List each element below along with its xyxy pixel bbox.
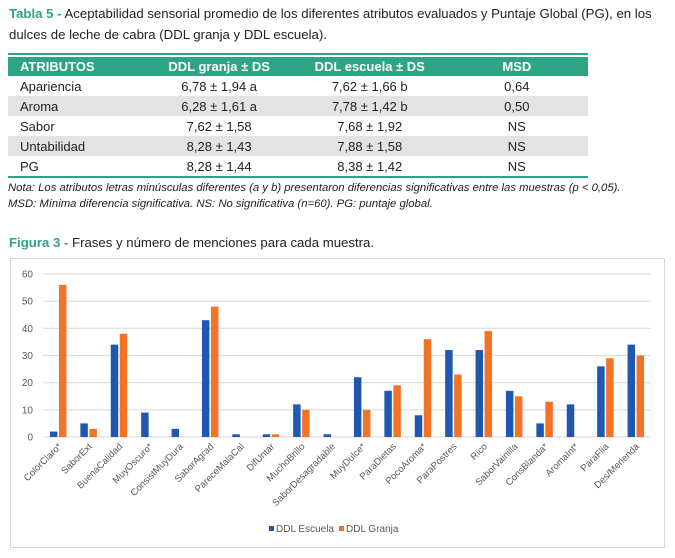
table-row: PG 8,28 ± 1,44 8,38 ± 1,42 NS xyxy=(8,156,588,176)
figure-caption-label: Figura 3 - xyxy=(9,235,69,250)
bar-escuela xyxy=(171,428,180,437)
bar-granja xyxy=(423,339,432,437)
bar-granja xyxy=(302,409,310,437)
bar-granja xyxy=(89,428,97,437)
bar-escuela xyxy=(627,344,636,437)
cell-granja: 8,28 ± 1,43 xyxy=(144,136,294,156)
bar-escuela xyxy=(353,377,362,437)
bar-escuela xyxy=(536,423,544,437)
table-bottom-rule xyxy=(8,176,588,178)
cell-escuela: 7,68 ± 1,92 xyxy=(337,118,403,134)
header-ddl-escuela: DDL escuela ± DS xyxy=(293,57,446,76)
y-tick-label: 10 xyxy=(22,405,34,416)
bar-escuela xyxy=(232,434,240,437)
bar-escuela xyxy=(141,412,149,437)
bar-granja xyxy=(362,409,371,437)
figure-caption: Figura 3 - Frases y número de menciones … xyxy=(9,232,669,253)
legend-swatch xyxy=(269,526,274,531)
x-tick-label: ConsistMuyDura xyxy=(128,441,186,499)
cell-msd: 0,64 xyxy=(504,78,530,94)
cell-granja: 6,28 ± 1,61 a xyxy=(144,96,294,116)
table-row: Untabilidad 8,28 ± 1,43 7,88 ± 1,58 NS xyxy=(8,136,588,156)
bar-escuela xyxy=(597,366,605,437)
x-axis-labels: ColorClaro*SaborExtBuenaCalidadMuyOscuro… xyxy=(22,441,643,509)
bar-granja xyxy=(119,333,128,437)
table-header-row: ATRIBUTOS DDL granja ± DS DDL escuela ± … xyxy=(8,57,588,76)
table-top-rule xyxy=(8,53,588,55)
legend-swatch xyxy=(339,526,344,531)
bar-escuela xyxy=(384,390,392,437)
legend-label: DDL Escuela xyxy=(276,524,334,535)
cell-attribute: PG xyxy=(20,158,39,174)
bar-escuela xyxy=(262,434,271,437)
y-tick-label: 50 xyxy=(22,297,34,308)
bar-granja xyxy=(271,434,280,437)
bar-granja xyxy=(58,284,67,437)
sensory-acceptability-table: ATRIBUTOS DDL granja ± DS DDL escuela ± … xyxy=(8,57,588,176)
cell-granja: 6,78 ± 1,94 a xyxy=(181,78,258,94)
bar-escuela xyxy=(201,320,210,437)
bar-escuela xyxy=(566,404,575,437)
bar-granja xyxy=(210,306,219,437)
table-caption-text: Aceptabilidad sensorial promedio de los … xyxy=(9,6,652,42)
bar-escuela xyxy=(80,423,88,437)
cell-attribute: Apariencia xyxy=(20,78,82,94)
y-tick-label: 20 xyxy=(22,378,34,389)
table-note-line-2: MSD: Mínima diferencia significativa. NS… xyxy=(8,198,433,210)
table-caption: Tabla 5 - Aceptabilidad sensorial promed… xyxy=(9,3,669,45)
cell-granja: 8,28 ± 1,44 xyxy=(186,158,252,174)
y-tick-label: 30 xyxy=(22,351,34,362)
y-tick-label: 60 xyxy=(22,270,34,281)
bar-granja xyxy=(514,396,523,437)
bar-escuela xyxy=(505,390,514,437)
header-attributes: ATRIBUTOS xyxy=(8,57,145,76)
cell-msd: NS xyxy=(445,136,588,156)
bar-escuela xyxy=(475,350,484,437)
bar-escuela xyxy=(445,350,453,437)
bar-escuela xyxy=(49,431,58,437)
y-tick-label: 40 xyxy=(22,324,34,335)
cell-attribute: Aroma xyxy=(8,96,145,116)
gridlines xyxy=(43,273,651,438)
cell-escuela: 8,38 ± 1,42 xyxy=(337,158,403,174)
header-msd: MSD xyxy=(445,57,588,76)
cell-attribute: Sabor xyxy=(20,118,55,134)
cell-msd: 0,50 xyxy=(445,96,588,116)
table-note-line-1: Nota: Los atributos letras minúsculas di… xyxy=(8,182,621,194)
bar-granja xyxy=(454,374,462,437)
mentions-bar-chart: 0 10 20 30 40 50 60 ColorClaro* SaborExt BuenaCa… xyxy=(10,258,665,548)
bar-granja xyxy=(484,331,493,437)
table-row: Aroma 6,28 ± 1,61 a 7,78 ± 1,42 b 0,50 xyxy=(8,96,588,116)
bar-granja xyxy=(636,355,645,437)
bar-granja xyxy=(606,358,614,437)
y-axis-ticks: 0 10 20 30 40 50 60 xyxy=(22,270,34,444)
cell-attribute: Untabilidad xyxy=(8,136,145,156)
bar-escuela xyxy=(414,415,423,437)
cell-escuela: 7,62 ± 1,66 b xyxy=(331,78,408,94)
bar-escuela xyxy=(323,434,332,437)
x-tick-label: AromaInt* xyxy=(543,441,581,479)
chart-svg: 0 10 20 30 40 50 60 ColorClaro*SaborExtBuenaCa… xyxy=(22,270,651,535)
bar-escuela xyxy=(293,404,301,437)
x-tick-label: ColorClaro* xyxy=(22,441,65,484)
table-note: Nota: Los atributos letras minúsculas di… xyxy=(8,180,673,212)
y-tick-label: 0 xyxy=(27,433,33,444)
bars xyxy=(49,284,645,437)
table-row: Apariencia 6,78 ± 1,94 a 7,62 ± 1,66 b 0… xyxy=(8,76,588,96)
cell-msd: NS xyxy=(507,158,526,174)
header-ddl-granja: DDL granja ± DS xyxy=(144,57,294,76)
figure-caption-text: Frases y número de menciones para cada m… xyxy=(68,235,375,250)
legend: DDL Escuela DDL Granja xyxy=(269,524,399,535)
bar-granja xyxy=(393,385,401,437)
cell-msd: NS xyxy=(507,118,526,134)
x-tick-label: Rico xyxy=(469,441,490,462)
cell-granja: 7,62 ± 1,58 xyxy=(186,118,252,134)
table-caption-label: Tabla 5 - xyxy=(9,6,62,21)
cell-escuela: 7,78 ± 1,42 b xyxy=(293,96,446,116)
legend-label: DDL Granja xyxy=(346,524,399,535)
table-row: Sabor 7,62 ± 1,58 7,68 ± 1,92 NS xyxy=(8,116,588,136)
bar-granja xyxy=(545,401,553,437)
cell-escuela: 7,88 ± 1,58 xyxy=(293,136,446,156)
bar-escuela xyxy=(110,344,119,437)
